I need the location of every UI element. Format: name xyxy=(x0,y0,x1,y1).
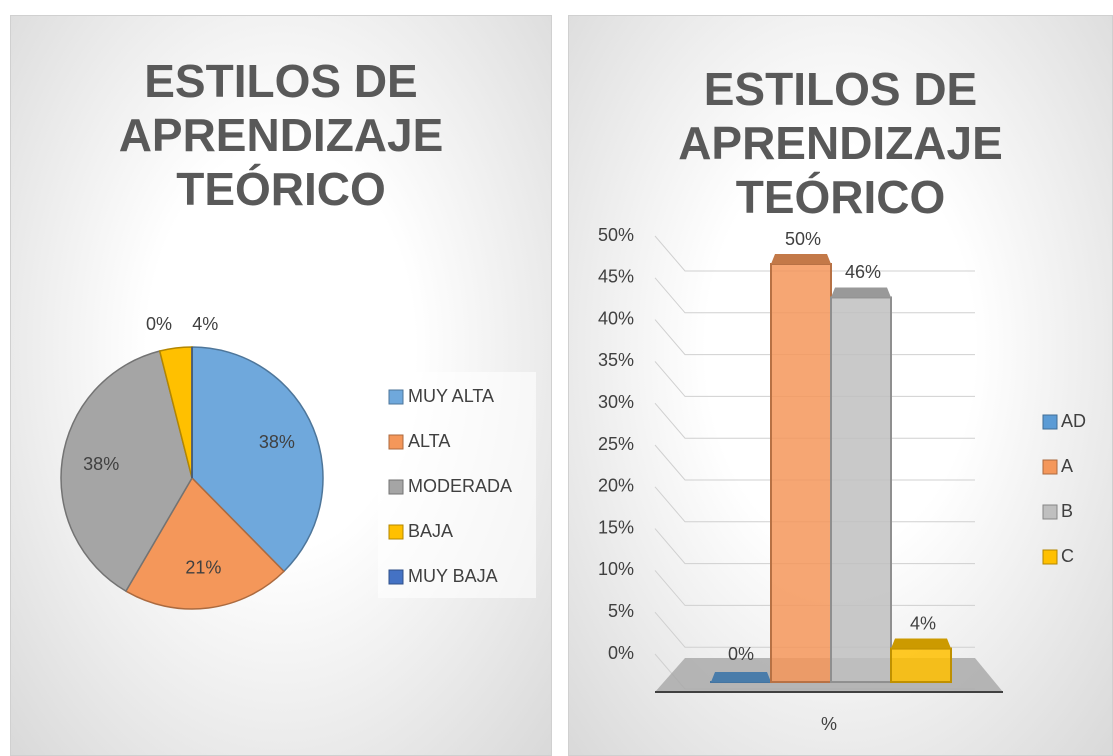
y-tick-label: 40% xyxy=(598,308,634,328)
y-tick-label: 25% xyxy=(598,434,634,454)
x-tick-label: % xyxy=(821,714,837,734)
y-tick-label: 45% xyxy=(598,267,634,287)
bar-top xyxy=(831,287,891,298)
data-label: 46% xyxy=(845,262,881,282)
legend-swatch xyxy=(388,434,404,450)
y-tick-label: 20% xyxy=(598,476,634,496)
chart-title: ESTILOS DE APRENDIZAJE TEÓRICO xyxy=(118,55,444,215)
legend-swatch xyxy=(1042,504,1058,520)
legend-box xyxy=(378,372,536,598)
legend-label: ALTA xyxy=(408,431,450,451)
bar-top xyxy=(891,638,951,649)
y-tick-label: 30% xyxy=(598,392,634,412)
legend-label: BAJA xyxy=(408,521,453,541)
legend-label: MUY ALTA xyxy=(408,386,494,406)
grid-line xyxy=(654,235,975,272)
data-label: 0% xyxy=(146,314,172,334)
pie-slice xyxy=(124,476,285,610)
bar-top xyxy=(711,672,771,682)
legend-swatch xyxy=(388,479,404,495)
y-tick-label: 5% xyxy=(608,601,634,621)
legend-swatch xyxy=(1042,459,1058,475)
legend-label: A xyxy=(1061,456,1073,476)
legend-label: C xyxy=(1061,546,1074,566)
bar xyxy=(890,647,952,684)
y-tick-label: 15% xyxy=(598,517,634,537)
data-label: 38% xyxy=(259,432,295,452)
chart-title: ESTILOS DE APRENDIZAJE TEÓRICO xyxy=(678,63,1003,223)
legend-label: B xyxy=(1061,501,1073,521)
y-tick-label: 0% xyxy=(608,643,634,663)
data-label: 38% xyxy=(83,454,119,474)
data-label: 21% xyxy=(185,558,221,578)
legend-swatch xyxy=(1042,549,1058,565)
data-label: 50% xyxy=(785,229,821,249)
bar xyxy=(830,296,892,684)
pie-slice xyxy=(60,350,193,593)
y-tick-label: 50% xyxy=(598,225,634,245)
legend-label: AD xyxy=(1061,411,1086,431)
data-label: 4% xyxy=(910,613,936,633)
legend-swatch xyxy=(388,524,404,540)
bar-top xyxy=(771,254,831,264)
legend-swatch xyxy=(388,569,404,585)
legend-swatch xyxy=(388,389,404,405)
legend-label: MUY BAJA xyxy=(408,566,498,586)
y-tick-label: 10% xyxy=(598,559,634,579)
data-label: 0% xyxy=(728,644,754,664)
legend-swatch xyxy=(1042,414,1058,430)
bar xyxy=(770,263,832,684)
pie-slice xyxy=(191,346,324,573)
legend-label: MODERADA xyxy=(408,476,512,496)
data-label: 4% xyxy=(192,314,218,334)
y-tick-label: 35% xyxy=(598,350,634,370)
